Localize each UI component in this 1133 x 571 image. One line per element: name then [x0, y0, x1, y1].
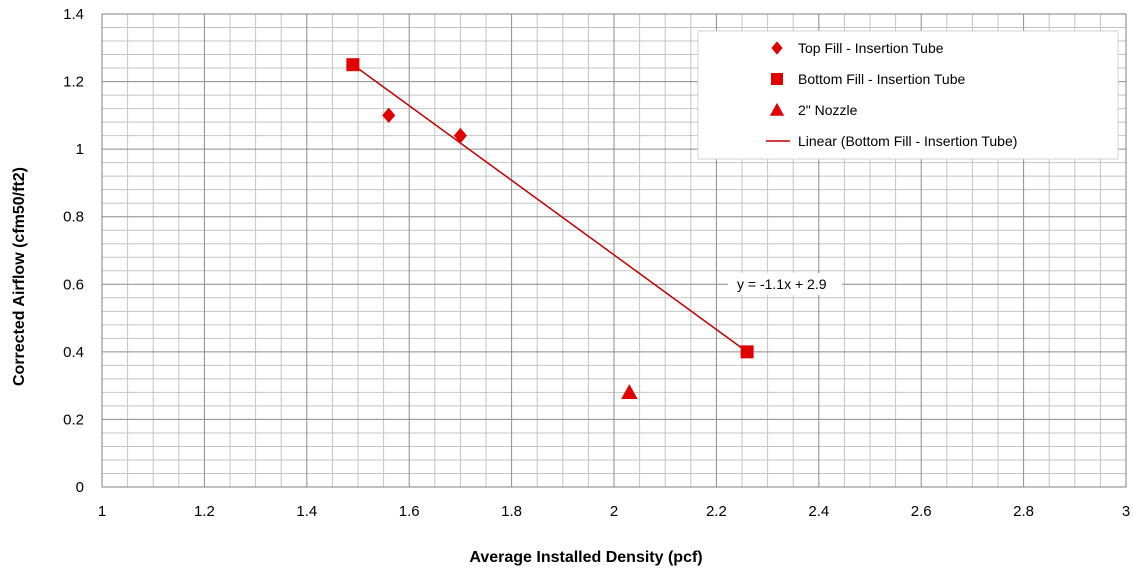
y-tick-label: 0.6 [63, 276, 84, 293]
data-marks-layer [346, 58, 754, 399]
y-tick-label: 1 [76, 141, 84, 158]
legend-square-swatch [771, 73, 783, 85]
legend-diamond-swatch [771, 41, 783, 55]
diamond-data-point [382, 107, 396, 124]
x-tick-label: 2.8 [1013, 503, 1034, 520]
y-tick-labels: 0 0.2 0.4 0.6 0.8 1 1.2 1.4 [63, 6, 84, 496]
x-tick-label: 1.4 [296, 503, 317, 520]
y-tick-label: 0 [76, 479, 84, 496]
legend-item: Bottom Fill - Insertion Tube [771, 71, 966, 87]
y-tick-label: 1.2 [63, 74, 84, 91]
x-tick-label: 2.2 [706, 503, 727, 520]
y-axis-title: Corrected Airflow (cfm50/ft2) [11, 167, 28, 386]
trendline-equation-text: y = -1.1x + 2.9 [737, 276, 827, 292]
plot-area-border [101, 13, 1127, 488]
x-tick-label: 1.8 [501, 503, 522, 520]
y-tick-label: 1.4 [63, 6, 84, 23]
x-tick-label: 2 [610, 503, 618, 520]
square-data-point [346, 58, 360, 72]
triangle-data-point [621, 384, 638, 399]
legend-item: 2" Nozzle [769, 102, 858, 118]
x-tick-label: 2.6 [911, 503, 932, 520]
trendline [352, 64, 748, 353]
x-axis-title: Average Installed Density (pcf) [469, 549, 702, 566]
y-tick-label: 0.2 [63, 411, 84, 428]
x-tick-label: 2.4 [808, 503, 829, 520]
y-tick-label: 0.8 [63, 209, 84, 226]
trendline-equation: y = -1.1x + 2.9 [728, 273, 842, 295]
x-tick-label: 1.6 [399, 503, 420, 520]
x-tick-label: 1 [98, 503, 106, 520]
legend-label: Top Fill - Insertion Tube [798, 40, 944, 56]
legend-box [697, 30, 1119, 160]
legend-label: Linear (Bottom Fill - Insertion Tube) [798, 133, 1017, 149]
legend-item: Top Fill - Insertion Tube [771, 40, 944, 56]
legend-label: Bottom Fill - Insertion Tube [798, 71, 966, 87]
x-tick-label: 3 [1122, 503, 1130, 520]
legend-label: 2" Nozzle [798, 102, 858, 118]
square-data-point [740, 345, 754, 359]
y-tick-label: 0.4 [63, 344, 84, 361]
legend: Top Fill - Insertion Tube Bottom Fill - I… [697, 30, 1119, 160]
x-tick-label: 1.2 [194, 503, 215, 520]
legend-item: Linear (Bottom Fill - Insertion Tube) [766, 133, 1017, 149]
trendline-layer [352, 64, 748, 353]
x-tick-labels: 1 1.2 1.4 1.6 1.8 2 2.2 2.4 2.6 2.8 3 [98, 503, 1130, 520]
legend-triangle-swatch [769, 102, 785, 116]
diamond-data-point [453, 127, 467, 144]
